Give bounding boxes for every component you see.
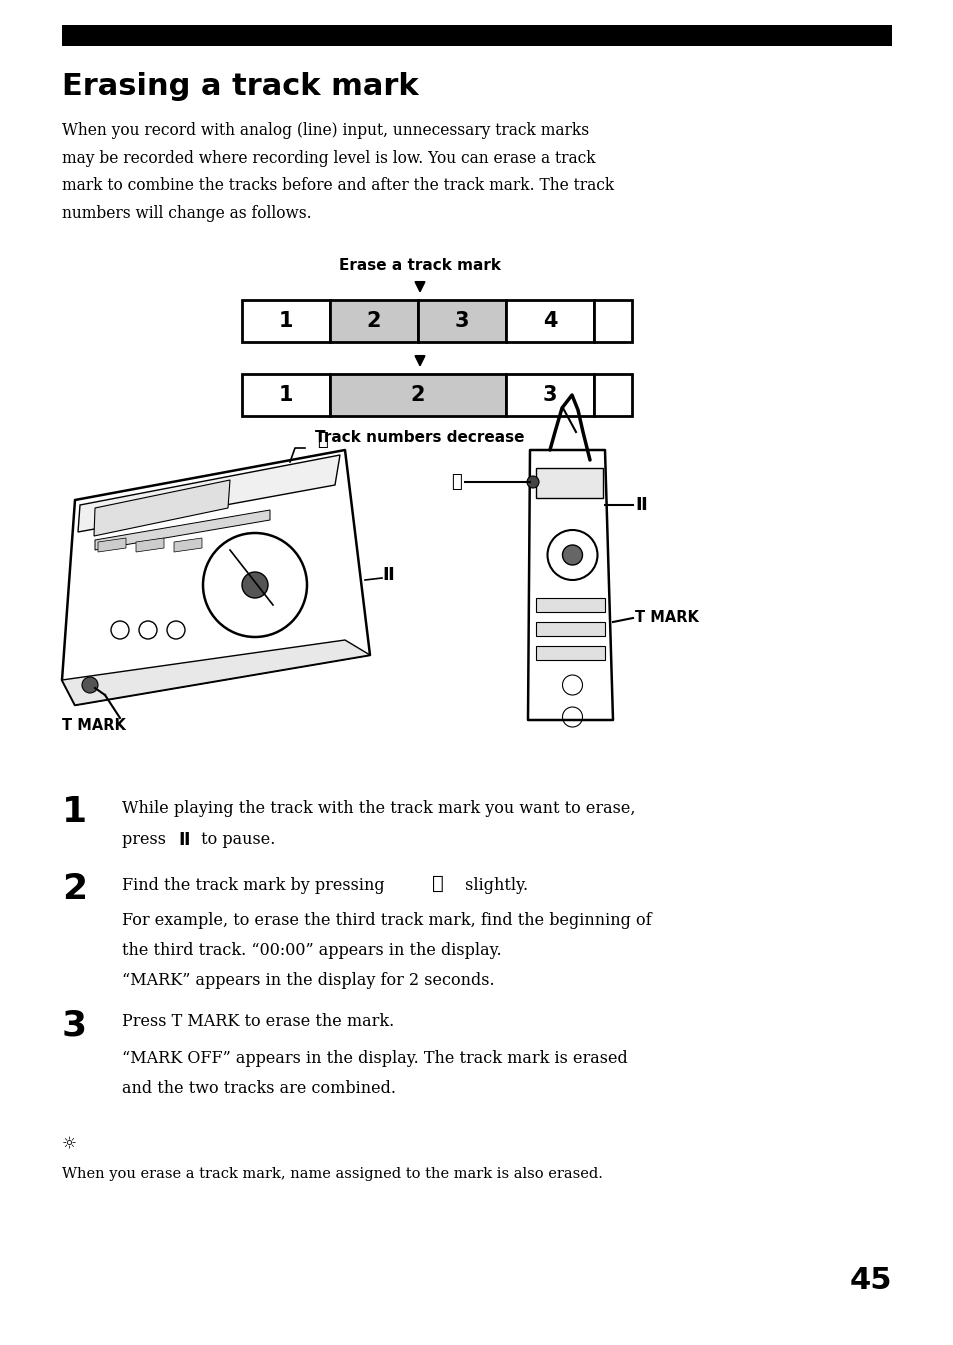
Text: When you record with analog (line) input, unnecessary track marks: When you record with analog (line) input…: [62, 122, 589, 139]
Text: Ⅱ: Ⅱ: [635, 496, 646, 514]
Text: numbers will change as follows.: numbers will change as follows.: [62, 204, 312, 222]
Text: T MARK: T MARK: [635, 611, 699, 625]
Text: Press T MARK to erase the mark.: Press T MARK to erase the mark.: [122, 1013, 394, 1030]
Bar: [417, 300, 505, 342]
Text: the third track. “00:00” appears in the display.: the third track. “00:00” appears in the …: [122, 941, 501, 959]
Text: “MARK” appears in the display for 2 seconds.: “MARK” appears in the display for 2 seco…: [122, 972, 494, 989]
Text: ☼: ☼: [62, 1135, 77, 1153]
Text: 1: 1: [278, 385, 293, 405]
Bar: [594, 300, 631, 342]
Text: Ⅱ: Ⅱ: [178, 831, 190, 849]
Bar: [536, 646, 604, 660]
Bar: [242, 300, 330, 342]
Text: ⏮: ⏮: [316, 430, 327, 449]
Bar: [62, 26, 891, 46]
Text: Erase a track mark: Erase a track mark: [338, 258, 500, 273]
Text: When you erase a track mark, name assigned to the mark is also erased.: When you erase a track mark, name assign…: [62, 1167, 602, 1181]
Text: 3: 3: [455, 311, 469, 331]
Text: slightly.: slightly.: [459, 877, 528, 894]
Circle shape: [242, 572, 268, 599]
Bar: [330, 374, 505, 416]
Text: mark to combine the tracks before and after the track mark. The track: mark to combine the tracks before and af…: [62, 178, 614, 194]
Text: Erasing a track mark: Erasing a track mark: [62, 73, 418, 101]
Bar: [242, 374, 330, 416]
Circle shape: [82, 677, 98, 693]
Text: 45: 45: [848, 1266, 891, 1295]
Polygon shape: [94, 480, 230, 537]
Text: may be recorded where recording level is low. You can erase a track: may be recorded where recording level is…: [62, 149, 595, 167]
Text: ⏮: ⏮: [451, 473, 461, 491]
Text: 2: 2: [62, 872, 87, 907]
Polygon shape: [173, 538, 202, 551]
Text: 1: 1: [278, 311, 293, 331]
Bar: [505, 300, 594, 342]
Polygon shape: [62, 640, 370, 705]
Text: press: press: [122, 831, 171, 847]
Text: For example, to erase the third track mark, find the beginning of: For example, to erase the third track ma…: [122, 912, 651, 929]
Polygon shape: [136, 538, 164, 551]
Circle shape: [562, 545, 582, 565]
Text: While playing the track with the track mark you want to erase,: While playing the track with the track m…: [122, 800, 635, 816]
Bar: [594, 374, 631, 416]
Bar: [536, 621, 604, 636]
Text: 3: 3: [542, 385, 557, 405]
Text: T MARK: T MARK: [62, 718, 126, 733]
Bar: [505, 374, 594, 416]
Text: 2: 2: [366, 311, 381, 331]
Polygon shape: [98, 538, 126, 551]
Text: “MARK OFF” appears in the display. The track mark is erased: “MARK OFF” appears in the display. The t…: [122, 1050, 627, 1067]
Text: 4: 4: [542, 311, 557, 331]
Text: Track numbers decrease: Track numbers decrease: [314, 430, 524, 445]
Bar: [536, 468, 602, 498]
Text: to pause.: to pause.: [195, 831, 275, 847]
Text: 1: 1: [62, 795, 87, 829]
Text: ⏮: ⏮: [432, 874, 443, 893]
Bar: [330, 300, 417, 342]
Polygon shape: [78, 455, 339, 533]
Text: Find the track mark by pressing: Find the track mark by pressing: [122, 877, 390, 894]
Text: and the two tracks are combined.: and the two tracks are combined.: [122, 1080, 395, 1098]
Text: Ⅱ: Ⅱ: [381, 566, 394, 584]
Polygon shape: [95, 510, 270, 550]
Text: 3: 3: [62, 1007, 87, 1042]
Text: 2: 2: [411, 385, 425, 405]
Bar: [536, 599, 604, 612]
Circle shape: [526, 476, 538, 488]
